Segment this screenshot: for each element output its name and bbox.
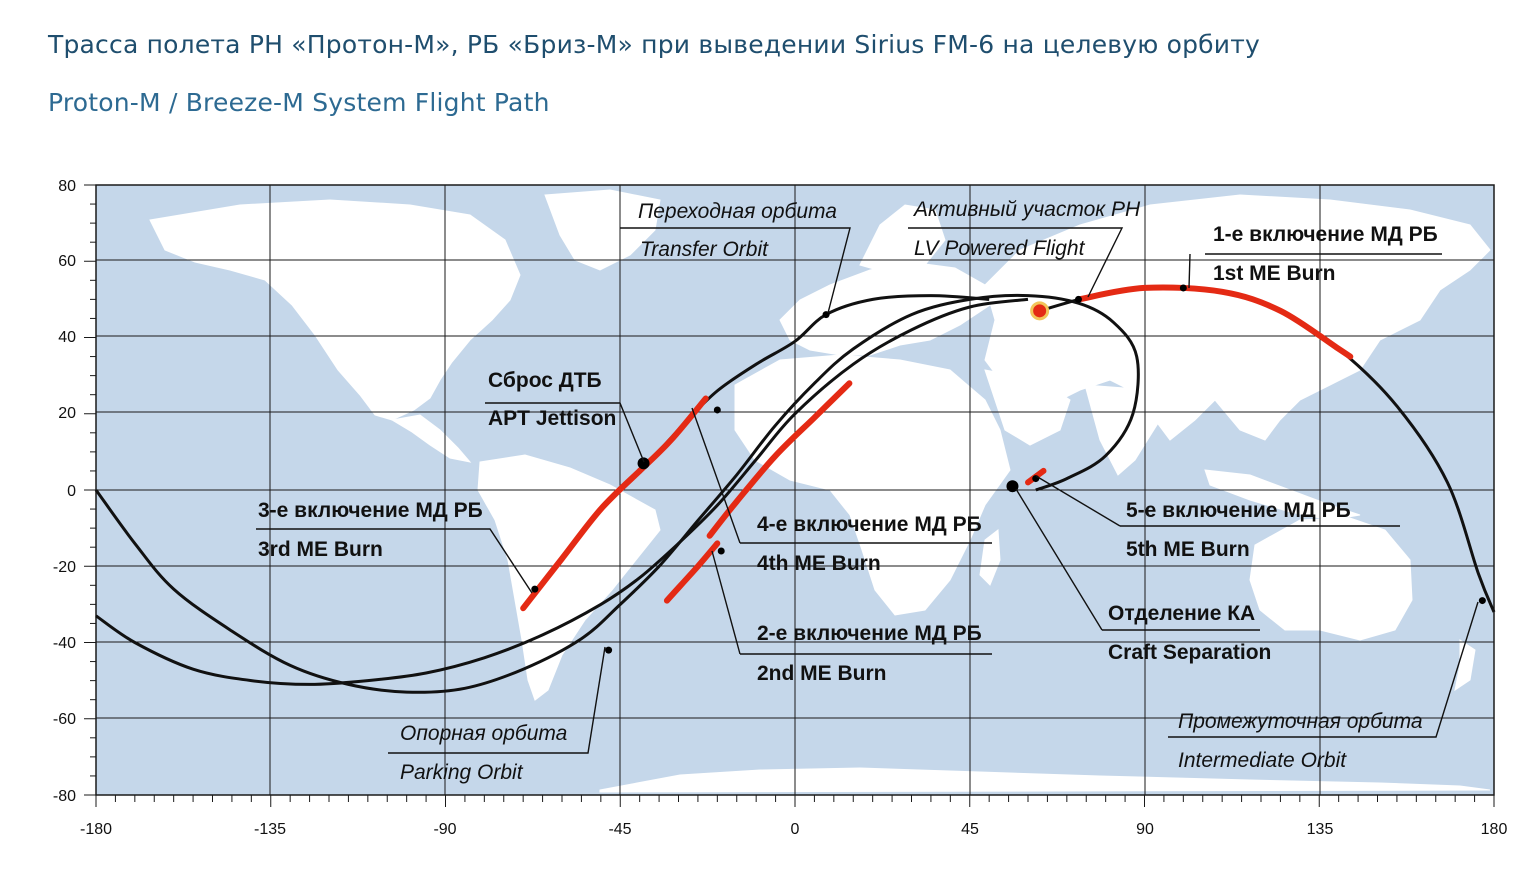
label-parking-orbit-en: Parking Orbit: [400, 761, 524, 784]
x-tick-label: -135: [254, 821, 286, 838]
label-burn4-en: 4th ME Burn: [757, 552, 881, 575]
leader-anchor-dot: [1478, 597, 1486, 605]
y-tick-label: 80: [58, 178, 76, 195]
label-burn3-en: 3rd ME Burn: [258, 538, 383, 561]
y-tick-label: 40: [58, 329, 76, 346]
land-japan: [1334, 289, 1366, 346]
leader-anchor-dot: [717, 547, 725, 555]
leader-anchor-dot: [1032, 475, 1040, 483]
label-separation-ru: Отделение КА: [1108, 602, 1255, 625]
event-markers: [531, 284, 1486, 654]
label-parking-orbit-ru: Опорная орбита: [400, 722, 567, 745]
label-lv-powered-en: LV Powered Flight: [914, 237, 1086, 260]
y-tick-labels: 80 60 40 20 0 -20 -40 -60 -80: [53, 178, 76, 805]
x-tick-labels: -180 -135 -90 -45 0 45 90 135 180: [80, 821, 1507, 838]
title-russian: Трасса полета РН «Протон-М», РБ «Бриз-М»…: [48, 30, 1260, 59]
label-lv-powered-ru: Активный участок РН: [912, 198, 1141, 221]
land-europe: [779, 261, 991, 356]
x-tick-label: 135: [1307, 821, 1334, 838]
x-tick-label: 45: [961, 821, 979, 838]
x-tick-label: 0: [791, 821, 800, 838]
x-tick-label: -90: [433, 821, 456, 838]
land-madagascar: [979, 529, 1001, 586]
y-tick-label: -20: [53, 559, 76, 576]
x-tick-label: -45: [608, 821, 631, 838]
land-arabia: [984, 369, 1071, 446]
land-central-america: [390, 414, 472, 463]
land-india: [1084, 384, 1161, 476]
label-burn2-ru: 2-е включение МД РБ: [757, 622, 982, 645]
label-burn5-ru: 5-е включение МД РБ: [1126, 499, 1351, 522]
axis-minor-ticks: [84, 184, 1495, 807]
y-tick-label: -40: [53, 635, 76, 652]
track-parking-orbit: [95, 297, 1029, 686]
y-tick-label: 60: [58, 253, 76, 270]
label-transfer-orbit-ru: Переходная орбита: [638, 200, 837, 223]
label-transfer-orbit-en: Transfer Orbit: [640, 238, 769, 261]
land-indonesia: [1204, 469, 1361, 521]
land-scandinavia: [859, 204, 946, 276]
leader-anchor-dot: [531, 585, 539, 593]
land-antarctica: [599, 767, 1491, 793]
track-intermediate-orbit: [94, 293, 1140, 694]
leader-anchor-dot: [713, 406, 721, 414]
label-apt-en: APT Jettison: [488, 407, 616, 430]
label-intermediate-orbit-en: Intermediate Orbit: [1178, 749, 1347, 772]
x-tick-label: 180: [1481, 821, 1508, 838]
engine-burns: [520, 284, 1354, 612]
y-tick-label: -60: [53, 711, 76, 728]
land-south-america: [477, 454, 661, 701]
burn-segment-3: [706, 380, 853, 539]
marker-craft-separation: [1006, 480, 1019, 493]
label-apt-ru: Сброс ДТБ: [488, 369, 602, 392]
leader-anchor-dot: [1179, 284, 1187, 292]
label-burn3-ru: 3-е включение МД РБ: [258, 499, 483, 522]
land-greenland: [544, 189, 661, 271]
label-burn1-ru: 1-е включение МД РБ: [1213, 223, 1438, 246]
y-tick-label: -80: [53, 788, 76, 805]
label-burn2-en: 2nd ME Burn: [757, 662, 887, 685]
land-north-america: [149, 199, 521, 421]
landmasses: [149, 189, 1491, 793]
leader-anchor-dot: [1074, 295, 1082, 303]
land-australia: [1249, 517, 1413, 641]
label-separation-en: Craft Separation: [1108, 641, 1271, 664]
leader-lines: [256, 227, 1479, 754]
label-burn4-ru: 4-е включение МД РБ: [757, 513, 982, 536]
burn-segment-4: [520, 467, 643, 612]
leader-anchor-dot: [605, 646, 613, 654]
label-burn5-en: 5th ME Burn: [1126, 538, 1250, 561]
x-tick-label: 90: [1136, 821, 1154, 838]
label-burn1-en: 1st ME Burn: [1213, 262, 1336, 285]
marker-apt-jettison: [637, 457, 650, 470]
marker-launch-site: [1030, 301, 1050, 321]
label-intermediate-orbit-ru: Промежуточная орбита: [1178, 710, 1423, 733]
title-english: Proton-M / Breeze-M System Flight Path: [48, 88, 550, 117]
burn-segment-1: [1075, 284, 1354, 360]
y-tick-label: 20: [58, 405, 76, 422]
burn-segment-2: [663, 540, 721, 604]
x-tick-label: -180: [80, 821, 112, 838]
y-tick-label: 0: [67, 483, 76, 500]
land-africa: [734, 354, 1011, 616]
